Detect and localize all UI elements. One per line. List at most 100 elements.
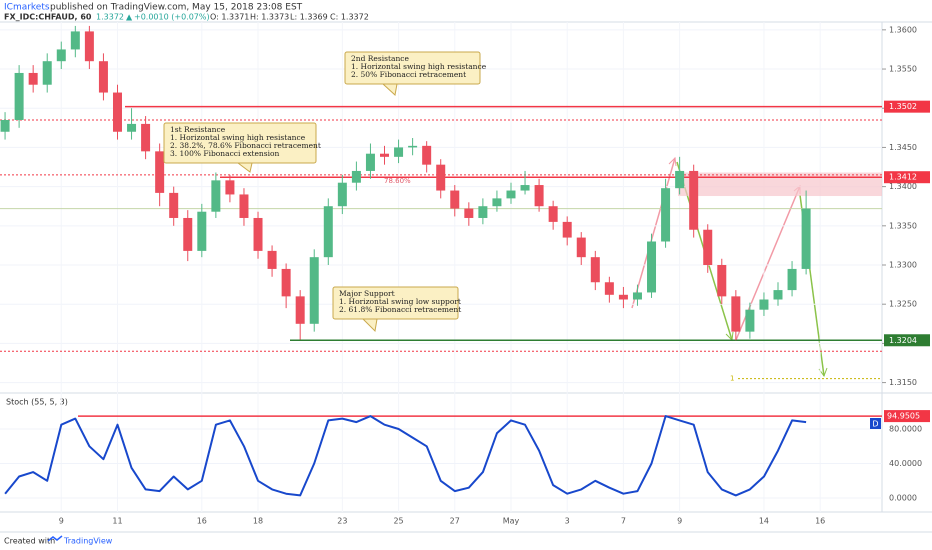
candle-body bbox=[141, 123, 151, 152]
candle-body bbox=[309, 257, 319, 324]
level-label: 1.3204 bbox=[889, 336, 917, 345]
level-label: 1.3412 bbox=[889, 173, 917, 182]
annotation-title: 1st Resistance bbox=[170, 125, 226, 134]
badge bbox=[870, 418, 881, 429]
x-tick-label: 16 bbox=[197, 517, 207, 526]
y-tick-label: 1.3150 bbox=[889, 378, 917, 387]
candle-body bbox=[464, 208, 474, 218]
candle-body bbox=[183, 217, 193, 251]
annotation-line: 2. 38.2%, 78.6% Fibonacci retracement bbox=[170, 141, 321, 150]
level-label: 94.9505 bbox=[887, 412, 920, 421]
candle-body bbox=[56, 49, 66, 62]
annotation-tail bbox=[362, 318, 378, 333]
candle-body bbox=[661, 188, 671, 242]
footer-created: Created with bbox=[4, 537, 55, 546]
y-tick-label: 0.0000 bbox=[889, 494, 917, 503]
candle-body bbox=[70, 31, 80, 50]
candle-body bbox=[745, 309, 755, 332]
candle-body bbox=[281, 268, 291, 297]
publisher[interactable]: ICmarkets bbox=[4, 3, 50, 13]
candle-body bbox=[337, 182, 347, 207]
candle-body bbox=[731, 296, 741, 332]
annotation-line: 1. Horizontal swing high resistance bbox=[351, 62, 487, 71]
annotation-title: 2nd Resistance bbox=[351, 54, 409, 63]
published: published on TradingView.com, May 15, 20… bbox=[50, 3, 303, 13]
candle-body bbox=[590, 257, 600, 283]
x-tick-label: 7 bbox=[621, 517, 626, 526]
x-tick-label: 27 bbox=[450, 517, 460, 526]
candle-body bbox=[436, 164, 446, 191]
candle-body bbox=[239, 194, 249, 218]
candle-body bbox=[604, 282, 614, 295]
candle-body bbox=[759, 299, 769, 310]
candle-body bbox=[478, 206, 488, 218]
candle-body bbox=[0, 119, 10, 132]
level-badge bbox=[884, 171, 930, 184]
y-tick-label: 80.0000 bbox=[889, 424, 922, 433]
level-badge bbox=[884, 100, 930, 113]
candle-body bbox=[98, 61, 108, 93]
x-tick-label: 25 bbox=[393, 517, 403, 526]
y-tick-label: 1.3350 bbox=[889, 221, 917, 230]
change: +0.0010 (+0.07%) bbox=[134, 13, 210, 22]
y-tick-label: 1.3450 bbox=[889, 143, 917, 152]
annotation-line: 2. 50% Fibonacci retracement bbox=[351, 70, 466, 79]
x-tick-label: 9 bbox=[677, 517, 682, 526]
logo bbox=[47, 535, 63, 542]
ohlc: H: 1.3373 bbox=[250, 13, 289, 22]
annotation-tail bbox=[382, 83, 398, 96]
symbol: FX_IDC:CHFAUD, 60 bbox=[4, 13, 92, 22]
y-tick-label: 1.3550 bbox=[889, 65, 917, 74]
candle-body bbox=[548, 206, 558, 222]
candle-body bbox=[253, 217, 263, 251]
x-tick-label: 16 bbox=[815, 517, 825, 526]
candle-body bbox=[323, 206, 333, 258]
candle-body bbox=[689, 170, 699, 230]
level-badge bbox=[884, 410, 930, 423]
candle-body bbox=[422, 145, 432, 165]
ohlc: O: 1.3371 bbox=[210, 13, 249, 22]
candle-body bbox=[365, 153, 375, 171]
candle-body bbox=[408, 145, 418, 148]
arrow bbox=[631, 157, 676, 309]
annotation-box bbox=[344, 51, 481, 85]
footer-brand[interactable]: TradingView bbox=[63, 537, 113, 546]
x-tick-label: 14 bbox=[759, 517, 769, 526]
candle-body bbox=[647, 241, 657, 293]
annotation-line: 1. Horizontal swing low support bbox=[339, 297, 461, 306]
x-tick-label: 23 bbox=[337, 517, 347, 526]
candle-body bbox=[127, 123, 137, 132]
y-tick-label: 1.3250 bbox=[889, 300, 917, 309]
x-tick-label: 9 bbox=[59, 517, 64, 526]
candle-body bbox=[703, 229, 713, 266]
y-tick-label: 1.3600 bbox=[889, 25, 917, 34]
candle-body bbox=[675, 170, 685, 189]
annotation-line: 2. 61.8% Fibonacci retracement bbox=[339, 305, 461, 314]
candle-body bbox=[520, 185, 530, 191]
x-tick-label: May bbox=[503, 517, 520, 526]
resistance-zone bbox=[678, 172, 882, 197]
annotation-title: Major Support bbox=[339, 289, 395, 298]
candle-body bbox=[562, 221, 572, 238]
change-arrow: ▲ bbox=[126, 13, 133, 22]
candle-body bbox=[155, 151, 165, 193]
candle-body bbox=[632, 292, 642, 300]
y-tick-label: 1.3400 bbox=[889, 182, 917, 191]
ohlc: C: 1.3372 bbox=[330, 13, 369, 22]
candle-body bbox=[801, 208, 811, 269]
candle-body bbox=[576, 237, 586, 258]
ohlc: L: 1.3369 bbox=[290, 13, 328, 22]
candle-body bbox=[295, 296, 305, 324]
candle-body bbox=[211, 180, 221, 212]
candle-body bbox=[197, 211, 207, 251]
arrowhead bbox=[818, 367, 828, 378]
arrowhead bbox=[668, 156, 677, 167]
y-tick-label: 1.3300 bbox=[889, 261, 917, 270]
candle-body bbox=[492, 198, 502, 207]
y-tick-label: 40.0000 bbox=[889, 459, 922, 468]
candle-body bbox=[380, 153, 390, 157]
candle-body bbox=[787, 268, 797, 291]
candle-body bbox=[773, 290, 783, 300]
candle-body bbox=[450, 190, 460, 209]
